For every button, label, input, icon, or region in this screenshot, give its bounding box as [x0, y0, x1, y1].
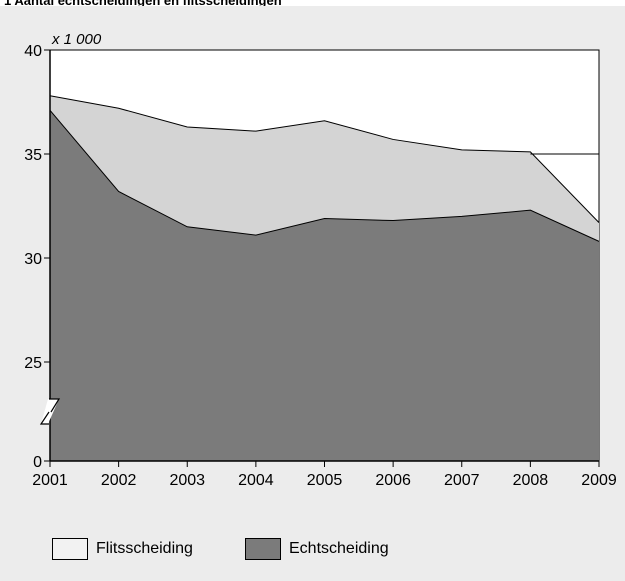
area-flitsscheiding	[50, 95, 599, 242]
x-tick-label-2004: 2004	[238, 472, 274, 489]
y-tick-label-0: 0	[33, 454, 42, 471]
x-tick-label-2006: 2006	[375, 472, 411, 489]
x-tick-label-2007: 2007	[444, 472, 480, 489]
x-tick-label-2003: 2003	[169, 472, 205, 489]
y-tick-label-1: 25	[24, 355, 42, 372]
y-tick-label-3: 35	[24, 147, 42, 164]
y-axis-break-bottom	[39, 411, 50, 425]
x-tick-label-2008: 2008	[513, 472, 549, 489]
line-total	[49, 95, 600, 223]
y-unit-label: x 1 000	[51, 31, 102, 48]
legend-item-flitsscheiding: Flitsscheiding	[52, 537, 193, 561]
y-tick-label-4: 40	[24, 43, 42, 60]
x-tick-label-2009: 2009	[581, 472, 617, 489]
legend-swatch-echtscheiding	[245, 538, 281, 560]
area-echtscheiding	[50, 110, 599, 461]
y-axis-break-top	[49, 398, 61, 413]
legend-label-flitsscheiding: Flitsscheiding	[96, 540, 193, 557]
x-tick-label-2002: 2002	[101, 472, 137, 489]
y-tick-label-2: 30	[24, 251, 42, 268]
legend-item-echtscheiding: Echtscheiding	[245, 537, 389, 561]
line-echtscheiding	[49, 109, 600, 242]
legend-swatch-flitsscheiding	[52, 538, 88, 560]
x-tick-label-2005: 2005	[307, 472, 343, 489]
x-tick-label-2001: 2001	[32, 472, 68, 489]
legend-label-echtscheiding: Echtscheiding	[289, 540, 389, 557]
chart-title: 1 Aantal echtscheidingen en flitsscheidi…	[4, 0, 282, 8]
